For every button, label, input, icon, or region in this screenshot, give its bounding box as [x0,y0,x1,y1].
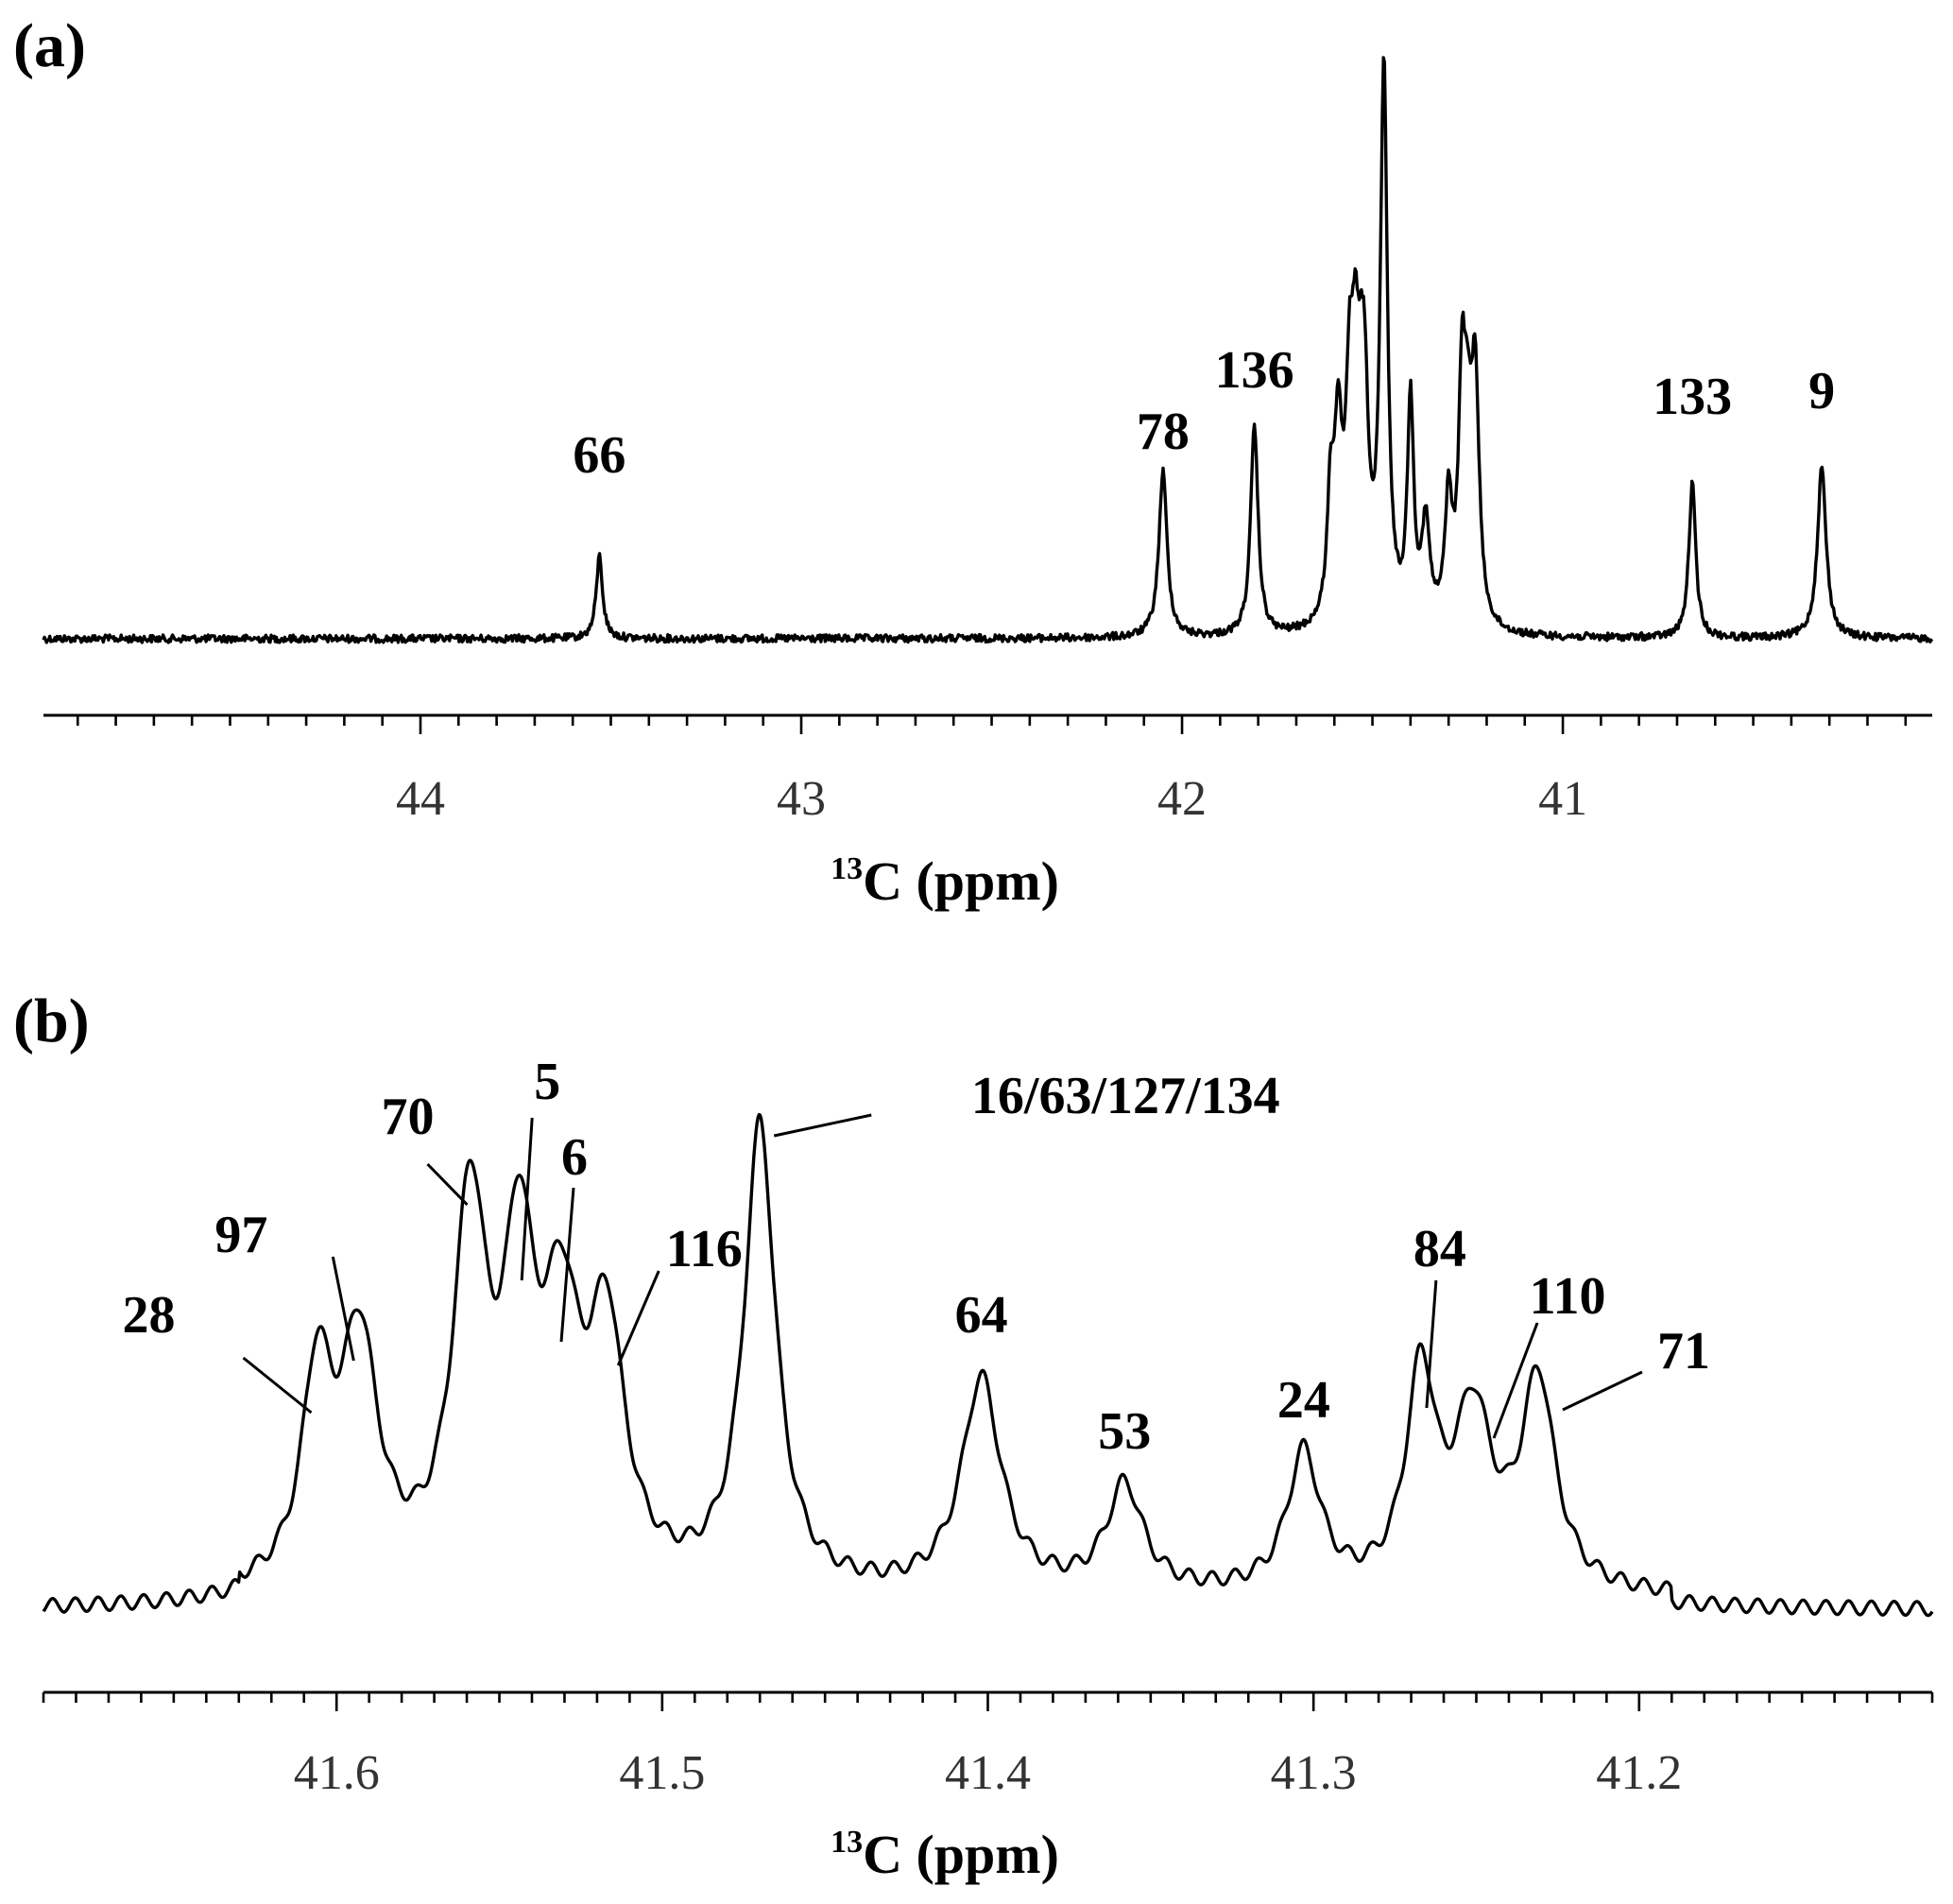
annotation-leader [331,1256,355,1362]
peak-label: 136 [1215,341,1294,400]
peak-label: 84 [1413,1220,1466,1278]
peak-label: 66 [573,426,625,485]
peak-label: 6 [561,1128,588,1187]
annotation-leader [426,1162,469,1207]
annotation-leaders-b [242,1113,1643,1439]
x-tick-label: 41.6 [294,1746,380,1800]
spectrum-b-trace [42,1112,1934,1618]
panel-a: (a) 44 43 42 41 66 78 136 133 9 13C (ppm) [13,11,1934,912]
peak-label: 9 [1808,362,1835,420]
peak-label: 64 [955,1286,1008,1345]
peak-label: 78 [1137,403,1190,461]
peak-label: 71 [1657,1322,1710,1381]
annotation-leader [559,1187,575,1343]
x-axis-title-b-main: C (ppm) [863,1824,1059,1885]
peak-annotations-b: 28 97 70 56 116 16/63/127/134 64 53 24 84 110 71 [123,1053,1710,1461]
annotation-leader [616,1270,660,1366]
x-tick-label: 43 [777,772,826,826]
x-tick-label: 41.5 [619,1746,705,1800]
annotation-leader [242,1356,313,1415]
x-axis-title-b: 13C (ppm) [831,1824,1059,1885]
x-tick-label: 41 [1538,772,1587,826]
annotation-leader [1562,1370,1643,1412]
panel-b: (b) 41.6 41.5 41.4 41.3 41.2 28 97 70 56 116 16/6… [13,986,1934,1885]
peak-label: 116 [666,1220,743,1278]
x-tick-labels-a: 44 43 42 41 [396,772,1587,826]
peak-label: 24 [1277,1371,1330,1430]
x-ticks-a [76,715,1908,734]
spectrum-a-trace [42,56,1934,644]
x-tick-label: 42 [1157,772,1207,826]
peak-label: 97 [214,1206,267,1264]
peak-label: 133 [1653,368,1732,426]
peak-annotations-a: 66 78 136 133 9 [573,341,1835,485]
peak-label: 110 [1530,1267,1606,1326]
peak-label: 53 [1098,1402,1151,1461]
x-ticks-b [42,1692,1934,1711]
panel-a-label: (a) [13,11,86,80]
x-tick-label: 41.4 [945,1746,1031,1800]
x-tick-label: 41.3 [1271,1746,1357,1800]
x-axis-title-a-sup: 13 [831,851,863,886]
x-tick-label: 44 [396,772,445,826]
panel-b-label: (b) [13,986,90,1055]
x-tick-labels-b: 41.6 41.5 41.4 41.3 41.2 [294,1746,1683,1800]
annotation-leader [1492,1322,1539,1439]
annotation-leader [520,1117,534,1281]
annotation-leader [773,1113,872,1138]
x-axis-title-a: 13C (ppm) [831,850,1059,912]
peak-label: 16/63/127/134 [971,1067,1280,1125]
x-tick-label: 41.2 [1596,1746,1682,1800]
peak-label: 70 [381,1088,434,1146]
x-axis-title-a-main: C (ppm) [863,850,1059,912]
annotation-leader [1425,1279,1438,1409]
peak-label: 28 [123,1286,176,1345]
x-axis-title-b-sup: 13 [831,1825,863,1860]
peak-label: 5 [534,1053,560,1111]
